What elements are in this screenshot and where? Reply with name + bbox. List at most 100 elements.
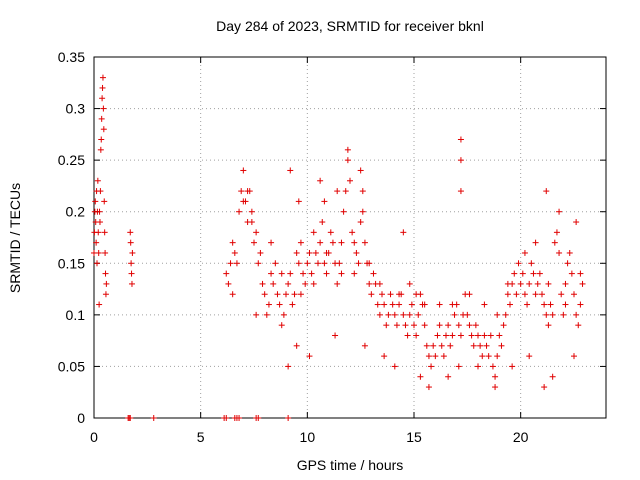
data-point [413,332,420,339]
data-point [487,332,494,339]
data-point [547,301,554,308]
data-point [338,270,345,277]
data-point [472,322,479,329]
x-tick-label: 5 [197,429,205,445]
data-point [306,249,313,256]
data-point [278,270,285,277]
data-point [526,353,533,360]
data-point [244,188,251,195]
data-point [500,322,507,329]
data-point [233,260,240,267]
data-point [502,311,509,318]
data-point [240,167,247,174]
data-point [393,322,400,329]
data-point [295,260,302,267]
data-point [436,301,443,308]
data-point [93,260,100,267]
data-point [308,270,315,277]
data-point [287,270,294,277]
data-point [100,105,107,112]
x-tick-label: 0 [90,429,98,445]
data-point [255,415,262,421]
data-point [304,260,311,267]
data-point [291,291,298,298]
data-point [504,280,511,287]
data-point [229,239,236,246]
data-point [513,291,520,298]
data-point [302,280,309,287]
data-point [402,322,409,329]
data-point [361,342,368,349]
data-point [312,249,319,256]
data-point [98,136,105,143]
data-points [91,74,586,421]
data-point [317,177,324,184]
data-point [276,301,283,308]
data-point [545,280,552,287]
data-point [571,353,577,360]
data-point [468,332,475,339]
data-point [274,291,281,298]
data-point [97,146,104,153]
data-point [532,291,539,298]
data-point [475,332,481,339]
data-point [229,291,236,298]
data-point [99,74,106,81]
data-point [404,332,411,339]
data-point [97,188,104,195]
data-point [415,311,422,318]
data-point [464,311,471,318]
data-point [95,229,102,236]
data-point [251,239,257,246]
data-point [385,311,392,318]
y-tick-label: 0.1 [66,307,86,323]
y-tick-label: 0.15 [58,255,85,271]
data-point [351,270,358,277]
data-point [455,322,462,329]
data-point [530,270,537,277]
data-point [383,322,390,329]
data-point [280,311,287,318]
data-point [477,342,484,349]
data-point [421,322,428,329]
data-point [321,260,328,267]
data-point [310,229,317,236]
data-point [317,239,324,246]
data-point [423,342,430,349]
y-tick-label: 0.25 [58,152,85,168]
data-point [353,249,360,256]
data-point [396,301,403,308]
data-point [129,249,136,256]
data-point [545,322,552,329]
data-point [406,311,413,318]
data-point [96,219,103,226]
data-point [102,249,109,256]
data-point [379,291,385,298]
data-point [361,239,368,246]
data-point [532,239,539,246]
data-point [457,157,464,164]
data-point [344,157,351,164]
data-point [99,84,106,91]
data-point [391,311,398,318]
data-point [94,177,101,184]
data-point [504,291,511,298]
data-point [443,332,449,339]
data-point [225,280,232,287]
data-point [492,373,499,380]
data-point [556,249,563,256]
data-point [93,239,100,246]
data-point [457,188,464,195]
data-point [511,270,518,277]
data-point [556,208,563,215]
data-point [321,198,328,205]
data-point [494,353,501,360]
data-point [396,291,403,298]
data-point [96,301,103,308]
data-point [481,301,488,308]
data-point [440,353,447,360]
y-tick-label: 0.05 [58,358,85,374]
data-point [534,280,541,287]
data-point [519,270,526,277]
